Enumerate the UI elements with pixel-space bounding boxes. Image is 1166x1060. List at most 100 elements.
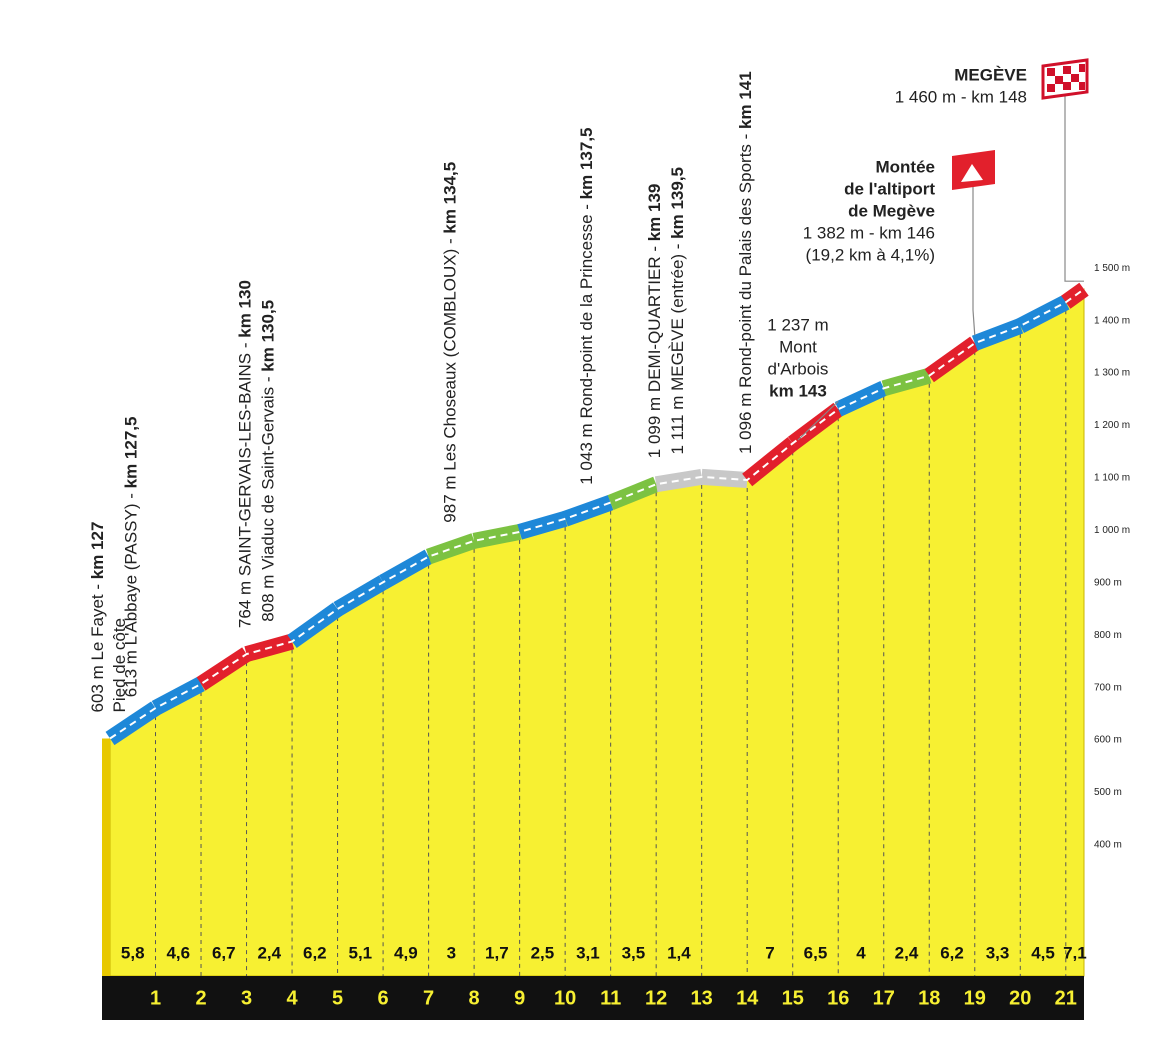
flags xyxy=(952,58,1089,190)
waypoint-label: 808 m Viaduc de Saint-Gervais - km 130,5 xyxy=(259,300,278,622)
km-number: 17 xyxy=(873,987,895,1009)
climb-flag xyxy=(952,150,995,190)
gradient-label: 5,1 xyxy=(349,943,373,962)
waypoint-label-part: 1 111 m MEGÈVE (entrée) - xyxy=(668,239,687,455)
gradient-label: 3,3 xyxy=(986,943,1010,962)
waypoint-label-part: 1 096 m Rond-point du Palais des Sports … xyxy=(737,129,756,454)
waypoint-label: 1 111 m MEGÈVE (entrée) - km 139,5 xyxy=(668,167,687,455)
y-tick-label: 900 m xyxy=(1094,577,1122,588)
waypoint-label: 1 096 m Rond-point du Palais des Sports … xyxy=(737,71,756,454)
gradient-label: 3,5 xyxy=(622,943,646,962)
gradient-label: 7 xyxy=(765,943,774,962)
km-number: 4 xyxy=(286,987,298,1009)
waypoint-label-part: km 130 xyxy=(236,280,255,338)
waypoint-label: 603 m Le Fayet - km 127 xyxy=(88,522,107,713)
gradient-label: 4,5 xyxy=(1031,943,1055,962)
waypoint-label-part: 603 m Le Fayet - xyxy=(88,579,107,712)
km-number: 7 xyxy=(423,987,434,1009)
km-number: 20 xyxy=(1009,987,1031,1009)
waypoint-label: 764 m SAINT-GERVAIS-LES-BAINS - km 130 xyxy=(236,280,255,628)
km-number: 19 xyxy=(964,987,986,1009)
finish-flag-checks xyxy=(1047,64,1085,92)
climb-label: de l'altiport xyxy=(844,179,935,198)
climb-flag-mountain xyxy=(961,164,983,182)
km-number: 18 xyxy=(918,987,940,1009)
waypoint-label-part: 987 m Les Choseaux (COMBLOUX) - xyxy=(441,234,460,523)
km-number: 3 xyxy=(241,987,252,1009)
y-tick-label: 600 m xyxy=(1094,735,1122,746)
km-number: 9 xyxy=(514,987,525,1009)
km-number: 5 xyxy=(332,987,343,1009)
y-tick-label: 1 400 m xyxy=(1094,315,1130,326)
gradient-label: 5,8 xyxy=(121,943,145,962)
gradient-label: 2,4 xyxy=(895,943,919,962)
km-number: 11 xyxy=(600,987,621,1009)
waypoint-label: 987 m Les Choseaux (COMBLOUX) - km 134,5 xyxy=(441,162,460,523)
y-tick-label: 1 500 m xyxy=(1094,263,1130,274)
y-tick-label: 700 m xyxy=(1094,682,1122,693)
y-tick-label: 1 000 m xyxy=(1094,525,1130,536)
gradient-label: 6,2 xyxy=(940,943,964,962)
finish-flag xyxy=(1041,58,1089,100)
profile-line xyxy=(109,288,1085,740)
climb-label: d'Arbois xyxy=(768,359,829,378)
y-tick-label: 1 100 m xyxy=(1094,473,1130,484)
climb-label: Montée xyxy=(876,157,936,176)
climb-label: 1 382 m - km 146 xyxy=(803,223,935,242)
gradient-label: 2,5 xyxy=(531,943,555,962)
waypoint-label-part: 808 m Viaduc de Saint-Gervais - xyxy=(259,372,278,622)
km-number: 21 xyxy=(1055,987,1077,1009)
waypoint-label-part: km 127 xyxy=(88,522,107,580)
waypoint-label: 613 m L'Abbaye (PASSY) - km 127,5 xyxy=(122,417,141,698)
waypoint-label-part: km 139,5 xyxy=(668,167,687,239)
flag-pole xyxy=(1064,96,1084,282)
km-number: 8 xyxy=(469,987,480,1009)
y-tick-label: 500 m xyxy=(1094,787,1122,798)
km-number: 14 xyxy=(736,987,759,1009)
km-number: 6 xyxy=(378,987,389,1009)
leader-line xyxy=(797,400,839,441)
km-number: 15 xyxy=(782,987,804,1009)
base-shade xyxy=(102,738,110,976)
climb-label: km 143 xyxy=(769,381,827,400)
climb-label: (19,2 km à 4,1%) xyxy=(806,245,935,264)
waypoint-label-part: km 127,5 xyxy=(122,417,141,489)
waypoint-label: 1 099 m DEMI-QUARTIER - km 139 xyxy=(646,184,665,459)
km-band xyxy=(102,976,1084,1020)
climb-label: 1 237 m xyxy=(767,315,828,334)
y-tick-label: 800 m xyxy=(1094,630,1122,641)
gradient-label: 4 xyxy=(856,943,866,962)
waypoint-label-part: km 130,5 xyxy=(259,300,278,372)
gradient-label: 1,7 xyxy=(485,943,509,962)
y-tick-label: 1 200 m xyxy=(1094,420,1130,431)
waypoint-label-part: Pied de côte xyxy=(110,618,129,713)
gradient-label: 6,2 xyxy=(303,943,327,962)
waypoint-label: Pied de côte xyxy=(110,618,129,713)
gradient-label: 2,4 xyxy=(257,943,281,962)
waypoint-label-part: km 134,5 xyxy=(441,162,460,234)
climb-label: 1 460 m - km 148 xyxy=(895,87,1027,106)
flag-pole xyxy=(972,186,976,336)
waypoint-label-part: 1 099 m DEMI-QUARTIER - xyxy=(646,241,665,458)
waypoint-label-part: 764 m SAINT-GERVAIS-LES-BAINS - xyxy=(236,338,255,628)
km-number: 12 xyxy=(645,987,667,1009)
km-number: 2 xyxy=(195,987,206,1009)
waypoint-label-part: km 137,5 xyxy=(577,127,596,199)
y-tick-label: 1 300 m xyxy=(1094,368,1130,379)
waypoint-label-part: km 141 xyxy=(737,71,756,129)
gradient-label: 3 xyxy=(447,943,456,962)
waypoint-label-part: 613 m L'Abbaye (PASSY) - xyxy=(122,488,141,697)
climb-label: MEGÈVE xyxy=(954,65,1027,84)
gradient-label: 7,1 xyxy=(1063,943,1087,962)
profile-area xyxy=(109,288,1085,977)
gradient-label: 6,7 xyxy=(212,943,236,962)
waypoint-label-part: km 139 xyxy=(646,184,665,242)
y-tick-label: 400 m xyxy=(1094,840,1122,851)
gradient-label: 6,5 xyxy=(804,943,828,962)
waypoint-label-part: 1 043 m Rond-point de la Princesse - xyxy=(577,199,596,484)
gradient-label: 4,9 xyxy=(394,943,418,962)
gradient-label: 4,6 xyxy=(166,943,190,962)
km-number: 16 xyxy=(827,987,849,1009)
waypoint-label: 1 043 m Rond-point de la Princesse - km … xyxy=(577,127,596,484)
